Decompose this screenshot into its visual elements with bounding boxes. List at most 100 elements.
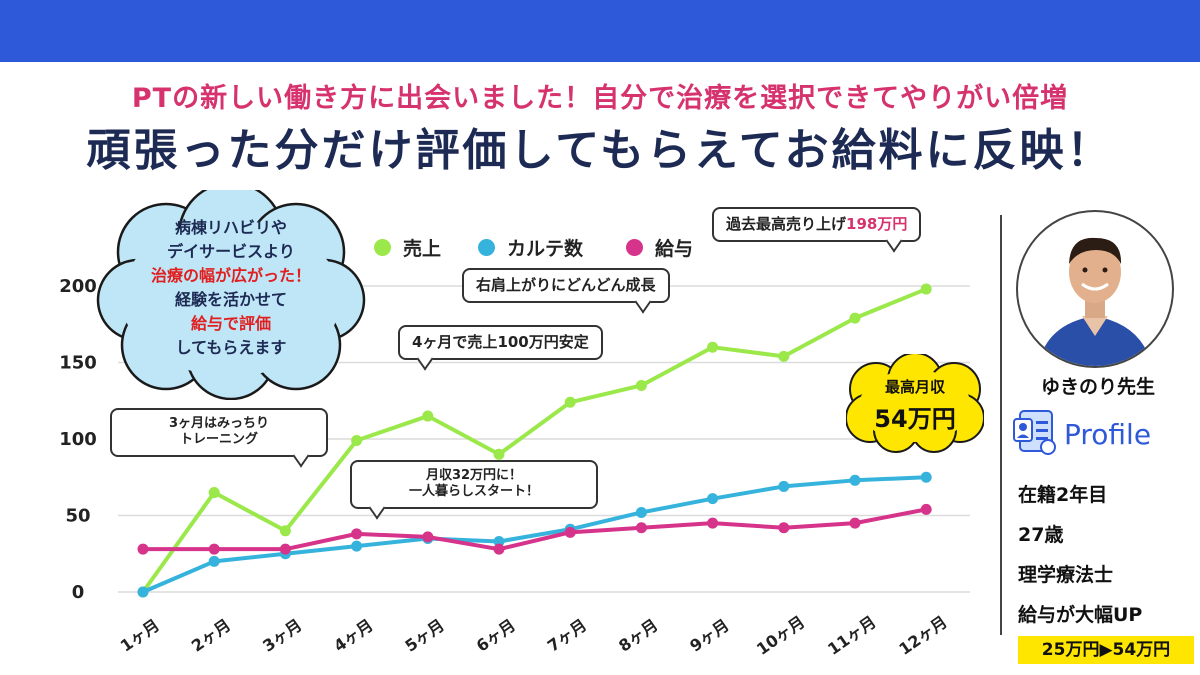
x-tick-label: 4ヶ月 bbox=[330, 615, 376, 655]
x-tick-label: 3ヶ月 bbox=[259, 615, 305, 655]
x-tick-label: 5ヶ月 bbox=[402, 615, 448, 655]
y-tick-label: 200 bbox=[59, 276, 97, 297]
max-salary-burst: 最高月収 54万円 bbox=[846, 354, 984, 454]
cloud-line-5: 給与で評価 bbox=[190, 314, 271, 333]
data-point-2-3 bbox=[351, 528, 363, 540]
data-point-1-9 bbox=[778, 480, 790, 492]
data-point-0-7 bbox=[635, 379, 647, 391]
profile-divider bbox=[1000, 215, 1002, 635]
cloud-line-2: デイサービスより bbox=[167, 242, 295, 261]
person-avatar-icon bbox=[1038, 237, 1152, 366]
legend-records-label: カルテ数 bbox=[507, 238, 584, 260]
burst-label: 最高月収 bbox=[884, 378, 945, 396]
data-point-2-6 bbox=[564, 526, 576, 538]
cloud-line-3: 治療の幅が広がった！ bbox=[150, 266, 311, 285]
data-point-0-9 bbox=[778, 350, 790, 362]
data-point-1-11 bbox=[920, 471, 932, 483]
series-line-0 bbox=[141, 287, 927, 594]
series-line-1 bbox=[142, 475, 927, 594]
data-point-1-5 bbox=[493, 536, 505, 548]
data-point-2-10 bbox=[849, 517, 861, 529]
data-point-2-7 bbox=[635, 522, 647, 534]
data-point-1-1 bbox=[208, 555, 220, 567]
data-point-0-4 bbox=[422, 410, 434, 422]
data-point-0-11 bbox=[920, 283, 932, 295]
headline-main: 頑張った分だけ評価してもらえてお給料に反映！ bbox=[86, 125, 1114, 176]
data-point-1-7 bbox=[635, 506, 647, 518]
profile-salary-note: 給与が大幅UP bbox=[1018, 604, 1143, 626]
callout-sales-stable: 4ヶ月で売上100万円安定 bbox=[398, 325, 603, 360]
callout-training-line-2: トレーニング bbox=[179, 432, 258, 448]
profile-title: Profile bbox=[1064, 418, 1152, 451]
x-tick-label: 2ヶ月 bbox=[188, 615, 234, 655]
callout-salary-32: 月収32万円に！ 一人暮らしスタート！ bbox=[350, 460, 598, 509]
callout-salary-32-line-1: 月収32万円に！ bbox=[425, 468, 523, 483]
data-point-0-8 bbox=[707, 341, 719, 353]
x-tick-label: 11ヶ月 bbox=[824, 612, 879, 659]
data-point-0-1 bbox=[208, 487, 220, 499]
data-point-1-3 bbox=[351, 540, 363, 552]
data-point-2-8 bbox=[707, 517, 719, 529]
legend-sales-dot-icon bbox=[374, 239, 391, 256]
legend-salary-label: 給与 bbox=[655, 238, 694, 260]
burst-value: 54万円 bbox=[874, 405, 956, 433]
x-tick-label: 6ヶ月 bbox=[473, 615, 519, 655]
burst-shape bbox=[846, 354, 984, 453]
data-point-2-4 bbox=[422, 531, 434, 543]
data-point-1-0 bbox=[137, 586, 149, 598]
profile-age: 27歳 bbox=[1018, 524, 1064, 546]
callout-growth-text: 右肩上がりにどんどん成長 bbox=[476, 276, 656, 294]
legend-item-sales: 売上 bbox=[374, 234, 441, 261]
callout-training-line-1: 3ヶ月はみっちり bbox=[168, 416, 270, 431]
cloud-annotation: 病棟リハビリや デイサービスより 治療の幅が広がった！ 経験を活かせて 給与で評… bbox=[96, 190, 366, 400]
cloud-shape bbox=[96, 190, 366, 400]
legend-salary-dot-icon bbox=[626, 239, 643, 256]
profile-card-icon bbox=[1013, 410, 1056, 455]
x-tick-label: 12ヶ月 bbox=[895, 612, 950, 659]
top-banner bbox=[0, 0, 1200, 62]
y-tick-label: 150 bbox=[59, 353, 97, 374]
data-point-2-0 bbox=[137, 543, 149, 555]
data-point-0-6 bbox=[564, 396, 576, 408]
legend-item-records: カルテ数 bbox=[478, 234, 583, 261]
data-point-2-2 bbox=[279, 543, 291, 555]
data-point-2-11 bbox=[920, 503, 932, 515]
data-point-2-5 bbox=[493, 543, 505, 555]
x-tick-label: 10ヶ月 bbox=[753, 612, 808, 659]
legend-item-salary: 給与 bbox=[626, 234, 693, 261]
callout-training: 3ヶ月はみっちり トレーニング bbox=[110, 408, 328, 457]
profile-tenure: 在籍2年目 bbox=[1018, 484, 1108, 506]
legend-records-dot-icon bbox=[478, 239, 495, 256]
data-point-0-10 bbox=[849, 312, 861, 324]
data-point-0-5 bbox=[493, 448, 505, 460]
data-point-2-1 bbox=[208, 543, 220, 555]
data-point-1-8 bbox=[707, 493, 719, 505]
x-tick-label: 7ヶ月 bbox=[544, 615, 590, 655]
profile-occupation: 理学療法士 bbox=[1018, 564, 1114, 586]
burst-text: 最高月収 54万円 bbox=[846, 376, 984, 434]
y-tick-label: 50 bbox=[65, 506, 90, 527]
callout-sales-stable-text: 4ヶ月で売上100万円安定 bbox=[412, 333, 589, 351]
x-tick-label: 9ヶ月 bbox=[686, 615, 732, 655]
salary-change-badge: 25万円▶54万円 bbox=[1018, 636, 1194, 664]
cloud-line-6: してもらえます bbox=[175, 338, 287, 357]
series-line-2 bbox=[143, 507, 927, 552]
callout-record-sales-prefix: 過去最高売り上げ bbox=[726, 215, 847, 233]
y-tick-label: 0 bbox=[72, 582, 85, 603]
data-point-1-10 bbox=[849, 474, 861, 486]
cloud-line-1: 病棟リハビリや bbox=[174, 218, 287, 237]
cloud-text: 病棟リハビリや デイサービスより 治療の幅が広がった！ 経験を活かせて 給与で評… bbox=[96, 216, 366, 360]
profile-name: ゆきのり先生 bbox=[1040, 376, 1155, 398]
legend-sales-label: 売上 bbox=[403, 238, 442, 260]
data-point-0-3 bbox=[351, 435, 363, 447]
x-tick-label: 1ヶ月 bbox=[117, 615, 163, 655]
callout-record-sales: 過去最高売り上げ198万円 bbox=[712, 207, 922, 242]
cloud-line-4: 経験を活かせて bbox=[174, 290, 287, 309]
x-tick-label: 8ヶ月 bbox=[615, 615, 661, 655]
callout-salary-32-line-2: 一人暮らしスタート！ bbox=[408, 484, 539, 500]
headline-top: PTの新しい働き方に出会いました！自分で治療を選択できてやりがい倍増 bbox=[131, 83, 1069, 114]
data-point-0-2 bbox=[279, 525, 291, 537]
callout-growth: 右肩上がりにどんどん成長 bbox=[462, 268, 670, 303]
y-tick-label: 100 bbox=[59, 429, 97, 450]
avatar bbox=[1016, 210, 1174, 368]
